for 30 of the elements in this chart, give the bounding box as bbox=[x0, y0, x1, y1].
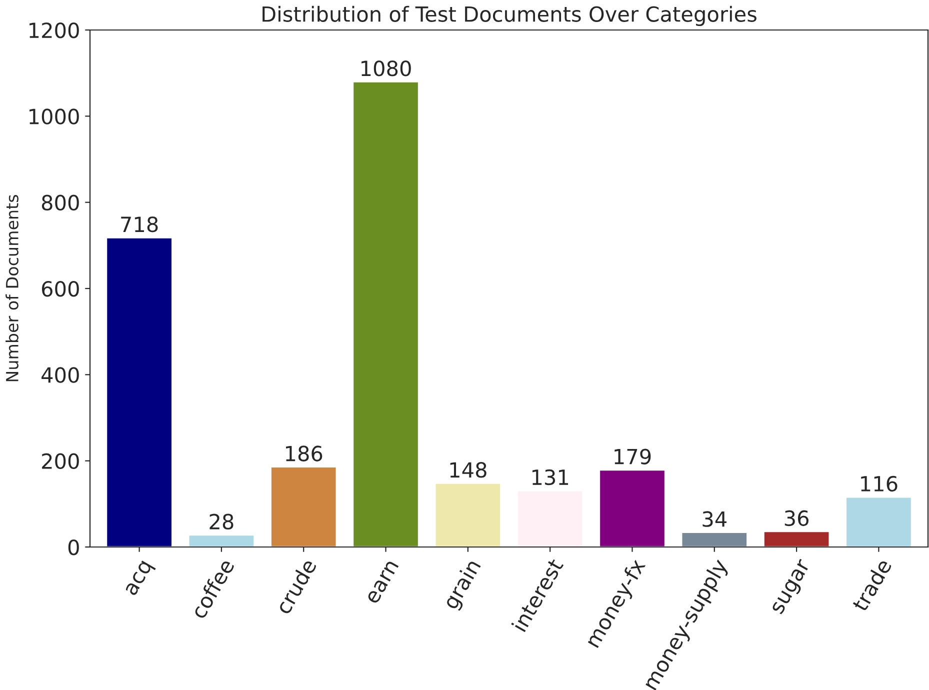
data-label: 28 bbox=[210, 514, 234, 530]
bar bbox=[845, 496, 912, 547]
bar bbox=[188, 534, 256, 547]
chart-title: Distribution of Test Documents Over Categories bbox=[262, 6, 756, 26]
bar bbox=[352, 81, 420, 547]
bar bbox=[270, 466, 338, 547]
y-tick-label: 800 bbox=[42, 194, 79, 211]
data-label: 148 bbox=[450, 462, 486, 478]
data-label: 1080 bbox=[362, 60, 411, 76]
bar bbox=[434, 482, 502, 547]
data-label: 179 bbox=[614, 448, 651, 464]
y-tick-label: 0 bbox=[68, 539, 79, 556]
bar bbox=[762, 530, 830, 547]
bar bbox=[516, 490, 584, 547]
y-tick-label: 200 bbox=[42, 453, 79, 470]
data-label: 116 bbox=[861, 476, 898, 492]
bar bbox=[680, 532, 748, 547]
data-label: 34 bbox=[702, 511, 726, 527]
y-axis-title: Number of Documents bbox=[6, 194, 18, 382]
y-tick-label: 1000 bbox=[30, 108, 79, 124]
y-tick-label: 600 bbox=[42, 280, 79, 297]
data-label: 131 bbox=[532, 469, 568, 486]
data-label: 718 bbox=[121, 216, 158, 232]
bar bbox=[598, 469, 666, 547]
y-tick-label: 1200 bbox=[30, 22, 79, 38]
data-label: 186 bbox=[286, 446, 322, 462]
data-label: 36 bbox=[784, 510, 808, 526]
y-tick-label: 400 bbox=[42, 367, 79, 383]
x-tick-label: acq bbox=[124, 560, 156, 598]
bar bbox=[106, 236, 173, 547]
